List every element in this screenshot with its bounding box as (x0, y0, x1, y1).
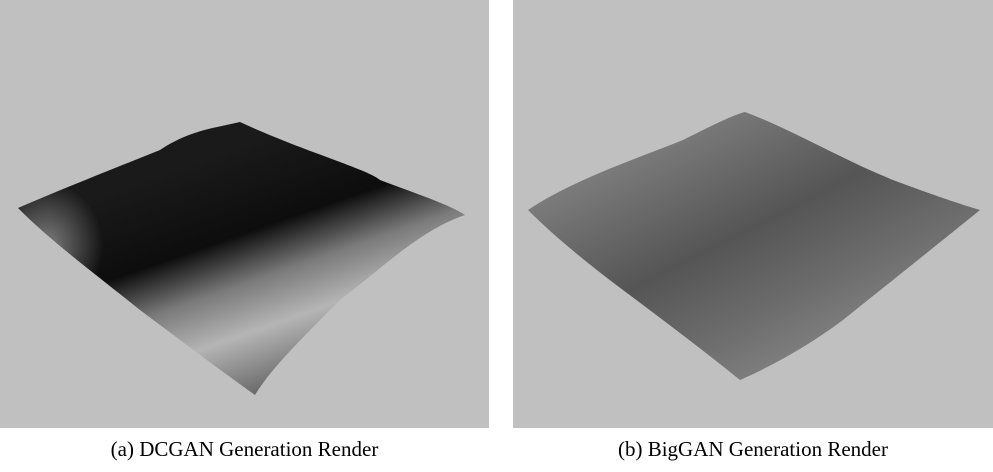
render-biggan (513, 0, 993, 428)
caption: (a) DCGAN Generation Render (0, 437, 489, 462)
terrain (528, 112, 980, 380)
figure: (a) DCGAN Generation Render (b) BigGAN G… (0, 0, 993, 472)
render-dcgan (0, 0, 489, 428)
caption: (b) BigGAN Generation Render (513, 437, 993, 462)
